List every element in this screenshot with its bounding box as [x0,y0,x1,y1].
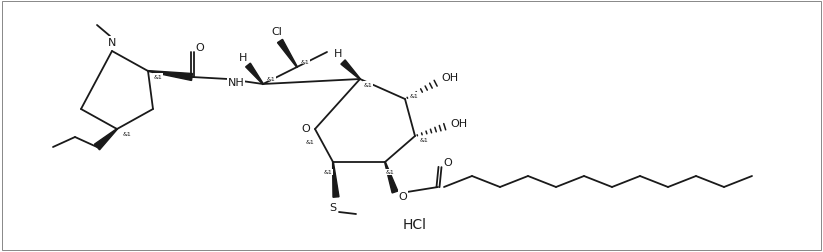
Text: &1: &1 [123,132,132,137]
Text: O: O [196,43,204,53]
Text: Cl: Cl [272,27,282,37]
Text: &1: &1 [323,170,332,175]
Text: O: O [444,158,453,167]
Text: &1: &1 [410,93,418,98]
Text: OH: OH [441,73,458,83]
Text: NH: NH [228,78,244,88]
Text: HCl: HCl [403,217,427,231]
Polygon shape [384,162,398,193]
Text: H: H [334,49,342,59]
Text: O: O [301,123,310,134]
Text: &1: &1 [300,59,309,64]
Polygon shape [341,61,360,80]
Text: &1: &1 [305,139,314,144]
Text: &1: &1 [364,82,372,87]
Polygon shape [95,129,117,150]
Text: &1: &1 [386,170,394,175]
Polygon shape [148,71,193,81]
Polygon shape [277,40,297,68]
Text: &1: &1 [154,74,162,79]
Text: &1: &1 [267,76,276,81]
Polygon shape [245,64,263,85]
Text: S: S [329,202,337,212]
Text: H: H [239,53,247,63]
Polygon shape [332,162,339,198]
Text: N: N [108,38,116,48]
Text: &1: &1 [420,137,429,142]
Text: O: O [398,191,407,201]
Text: OH: OH [450,118,467,129]
